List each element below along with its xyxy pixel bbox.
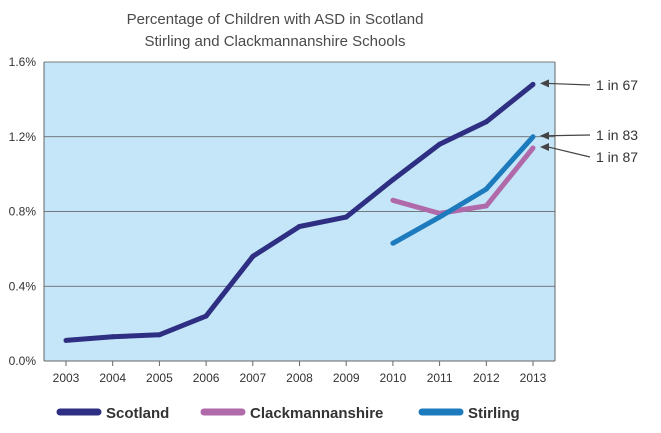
x-tick-label: 2004 xyxy=(99,371,126,385)
data-point-stirling xyxy=(530,134,536,140)
x-tick-label: 2008 xyxy=(286,371,313,385)
y-tick-label: 0.8% xyxy=(9,205,37,219)
annotation-arrow-head xyxy=(540,79,549,88)
chart-title-line-2: Stirling and Clackmannanshire Schools xyxy=(145,33,406,50)
x-tick-label: 2011 xyxy=(427,371,453,385)
annotation-arrow-head xyxy=(540,142,549,151)
data-point-clackmannanshire xyxy=(530,145,536,151)
data-point-scotland xyxy=(390,177,396,183)
y-tick-label: 1.2% xyxy=(9,130,37,144)
data-point-scotland xyxy=(63,337,69,343)
annotation-arrow-line xyxy=(547,134,591,137)
annotation-label: 1 in 87 xyxy=(596,149,638,165)
data-point-scotland xyxy=(483,119,489,125)
data-point-scotland xyxy=(343,214,349,220)
legend-label-scotland: Scotland xyxy=(106,405,169,422)
chart-title-line-1: Percentage of Children with ASD in Scotl… xyxy=(127,11,424,28)
annotation-label: 1 in 83 xyxy=(596,127,638,143)
annotation-arrow-line xyxy=(547,146,591,158)
data-point-scotland xyxy=(203,313,209,319)
x-tick-label: 2007 xyxy=(239,371,266,385)
y-tick-label: 0.0% xyxy=(9,354,37,368)
data-point-scotland xyxy=(530,81,536,87)
x-tick-label: 2009 xyxy=(333,371,360,385)
y-tick-label: 1.6% xyxy=(9,55,37,69)
x-tick-label: 2010 xyxy=(380,371,407,385)
x-tick-label: 2006 xyxy=(193,371,220,385)
x-tick-label: 2012 xyxy=(473,371,500,385)
x-tick-label: 2005 xyxy=(146,371,173,385)
annotation-label: 1 in 67 xyxy=(596,77,638,93)
y-tick-label: 0.4% xyxy=(9,279,37,293)
data-point-stirling xyxy=(483,186,489,192)
data-point-clackmannanshire xyxy=(390,197,396,203)
annotation-arrow-head xyxy=(540,131,549,140)
series-line-stirling xyxy=(391,135,535,246)
annotation-arrow-line xyxy=(547,82,591,86)
series-line-clackmannanshire xyxy=(392,146,535,216)
data-point-scotland xyxy=(156,332,162,338)
data-point-stirling xyxy=(437,214,443,220)
data-point-scotland xyxy=(437,141,443,147)
data-point-scotland xyxy=(250,253,256,259)
legend-label-stirling: Stirling xyxy=(468,405,520,422)
data-point-clackmannanshire xyxy=(483,203,489,209)
data-point-scotland xyxy=(297,223,302,229)
data-point-scotland xyxy=(110,334,116,340)
legend-label-clackmannanshire: Clackmannanshire xyxy=(250,405,383,422)
x-tick-label: 2003 xyxy=(53,371,80,385)
data-point-stirling xyxy=(390,240,396,246)
x-tick-label: 2013 xyxy=(520,371,547,385)
